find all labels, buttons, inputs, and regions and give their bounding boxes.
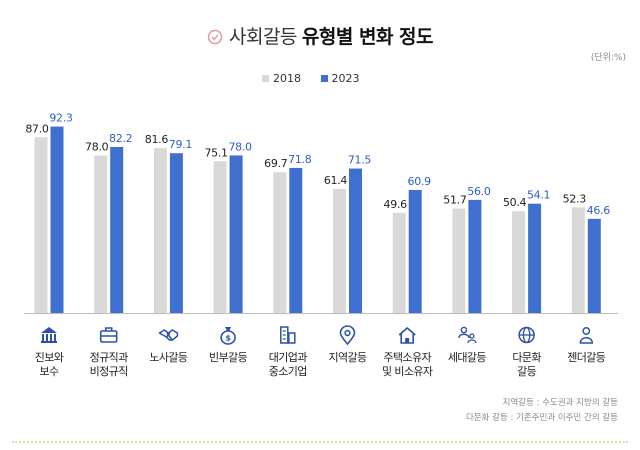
value-label-2018: 81.6 bbox=[145, 133, 169, 146]
category-group: 50.454.1 다문화 갈등 bbox=[503, 189, 551, 378]
category-group: 81.6 79.1 노사갈등 bbox=[145, 133, 193, 364]
value-label-2023: 71.5 bbox=[348, 154, 372, 167]
bar-2023 bbox=[229, 155, 243, 313]
bar-2018 bbox=[153, 148, 167, 313]
generations-icon bbox=[458, 326, 477, 344]
value-label-2023: 82.2 bbox=[109, 132, 132, 145]
svg-text:$: $ bbox=[225, 334, 231, 343]
house-icon bbox=[398, 327, 416, 344]
bar-2018 bbox=[512, 211, 526, 313]
footnote-multicultural: 다문화 갈등 : 기존주민과 이주민 간의 갈등 bbox=[465, 413, 618, 423]
value-label-2023: 54.1 bbox=[527, 189, 550, 202]
title-light-text: 사회갈등 bbox=[228, 26, 297, 48]
unit-label: (단위:%) bbox=[590, 53, 626, 63]
money-bag-icon: $ bbox=[220, 327, 236, 345]
value-label-2023: 92.3 bbox=[49, 112, 73, 125]
bar-2023 bbox=[349, 168, 362, 313]
value-label-2023: 78.0 bbox=[228, 140, 252, 153]
bar-2023 bbox=[50, 126, 64, 313]
legend-swatch-2018 bbox=[262, 75, 269, 82]
value-label-2018: 61.4 bbox=[324, 174, 348, 187]
category-group: 52.346.6 젠더갈등 bbox=[563, 192, 611, 364]
category-group: 87.092.3 진보와 보수 bbox=[25, 112, 73, 378]
title-bold-text: 유형별 변화 정도 bbox=[301, 26, 434, 48]
bar-2023 bbox=[289, 167, 303, 313]
category-group: 78.082.2 정규직과 비정규직 bbox=[85, 132, 133, 378]
legend-swatch-2023 bbox=[320, 75, 328, 82]
bar-2023 bbox=[169, 153, 183, 313]
legend-item-2023: 2023 bbox=[320, 72, 360, 85]
category-group: 75.1 78.0 $ 빈부갈등 bbox=[204, 140, 252, 364]
bar-2023 bbox=[528, 203, 542, 313]
category-label: 세대갈등 bbox=[448, 350, 487, 364]
category-label: 진보와 보수 bbox=[35, 351, 64, 378]
value-label-2023: 46.6 bbox=[587, 204, 611, 217]
bar-2023 bbox=[408, 189, 422, 313]
legend-item-2018: 2018 bbox=[262, 72, 301, 85]
footnote-regional: 지역갈등 : 수도권과 지방의 갈등 bbox=[502, 398, 618, 408]
footnotes: 지역갈등 : 수도권과 지방의 갈등 다문화 갈등 : 기존주민과 이주민 간의… bbox=[466, 396, 618, 426]
check-circle-icon bbox=[207, 29, 223, 45]
person-icon bbox=[579, 327, 594, 344]
handshake-icon bbox=[158, 329, 179, 341]
category-group: 69.7 71.8 대기업과 중소기업 bbox=[264, 153, 312, 378]
bar-2023 bbox=[468, 199, 482, 313]
category-label: 정규직과 비정규직 bbox=[90, 351, 129, 378]
bar-2018 bbox=[213, 161, 227, 313]
legend-label-2018: 2018 bbox=[273, 72, 301, 85]
bar-2023 bbox=[587, 218, 601, 313]
bar-2018 bbox=[34, 137, 48, 313]
value-label-2023: 71.8 bbox=[288, 153, 312, 166]
category-group: 51.756.0 세대갈등 bbox=[443, 185, 491, 364]
buildings-icon bbox=[280, 326, 296, 344]
value-label-2023: 79.1 bbox=[169, 138, 192, 151]
value-label-2018: 51.7 bbox=[443, 194, 467, 207]
value-label-2018: 52.3 bbox=[563, 192, 587, 205]
bar-2018 bbox=[94, 155, 108, 313]
bar-2018 bbox=[392, 212, 406, 313]
chart-legend: 2018 2023 bbox=[262, 72, 376, 85]
institution-icon bbox=[41, 327, 57, 343]
bar-2018 bbox=[571, 207, 585, 313]
value-label-2023: 56.0 bbox=[467, 185, 491, 198]
value-label-2023: 60.9 bbox=[408, 175, 432, 188]
value-label-2018: 50.4 bbox=[503, 196, 527, 209]
briefcase-icon bbox=[99, 327, 118, 343]
legend-label-2023: 2023 bbox=[331, 72, 360, 85]
category-label: 대기업과 중소기업 bbox=[269, 351, 308, 378]
footer-divider bbox=[12, 441, 628, 443]
value-label-2018: 78.0 bbox=[85, 140, 109, 153]
category-group: 61.471.5 지역갈등 bbox=[324, 154, 372, 364]
chart-title: 사회갈등 유형별 변화 정도 bbox=[0, 22, 640, 49]
category-label: 노사갈등 bbox=[149, 350, 188, 364]
category-group: 49.660.9 주택소유자 및 비소유자 bbox=[382, 175, 434, 378]
globe-icon bbox=[518, 326, 535, 344]
category-label: 젠더갈등 bbox=[567, 350, 606, 364]
value-label-2018: 87.0 bbox=[25, 122, 49, 135]
bar-2023 bbox=[110, 146, 124, 313]
bar-2018 bbox=[333, 188, 346, 313]
category-label: 빈부갈등 bbox=[209, 350, 248, 364]
category-label: 다문화 갈등 bbox=[512, 351, 541, 378]
location-pin-icon bbox=[339, 325, 356, 346]
category-label: 주택소유자 및 비소유자 bbox=[382, 351, 433, 378]
value-label-2018: 75.1 bbox=[204, 146, 227, 159]
bar-2018 bbox=[452, 208, 466, 313]
value-label-2018: 49.6 bbox=[384, 198, 408, 211]
category-label: 지역갈등 bbox=[328, 350, 367, 364]
bar-2018 bbox=[273, 172, 287, 313]
value-label-2018: 69.7 bbox=[264, 157, 288, 170]
